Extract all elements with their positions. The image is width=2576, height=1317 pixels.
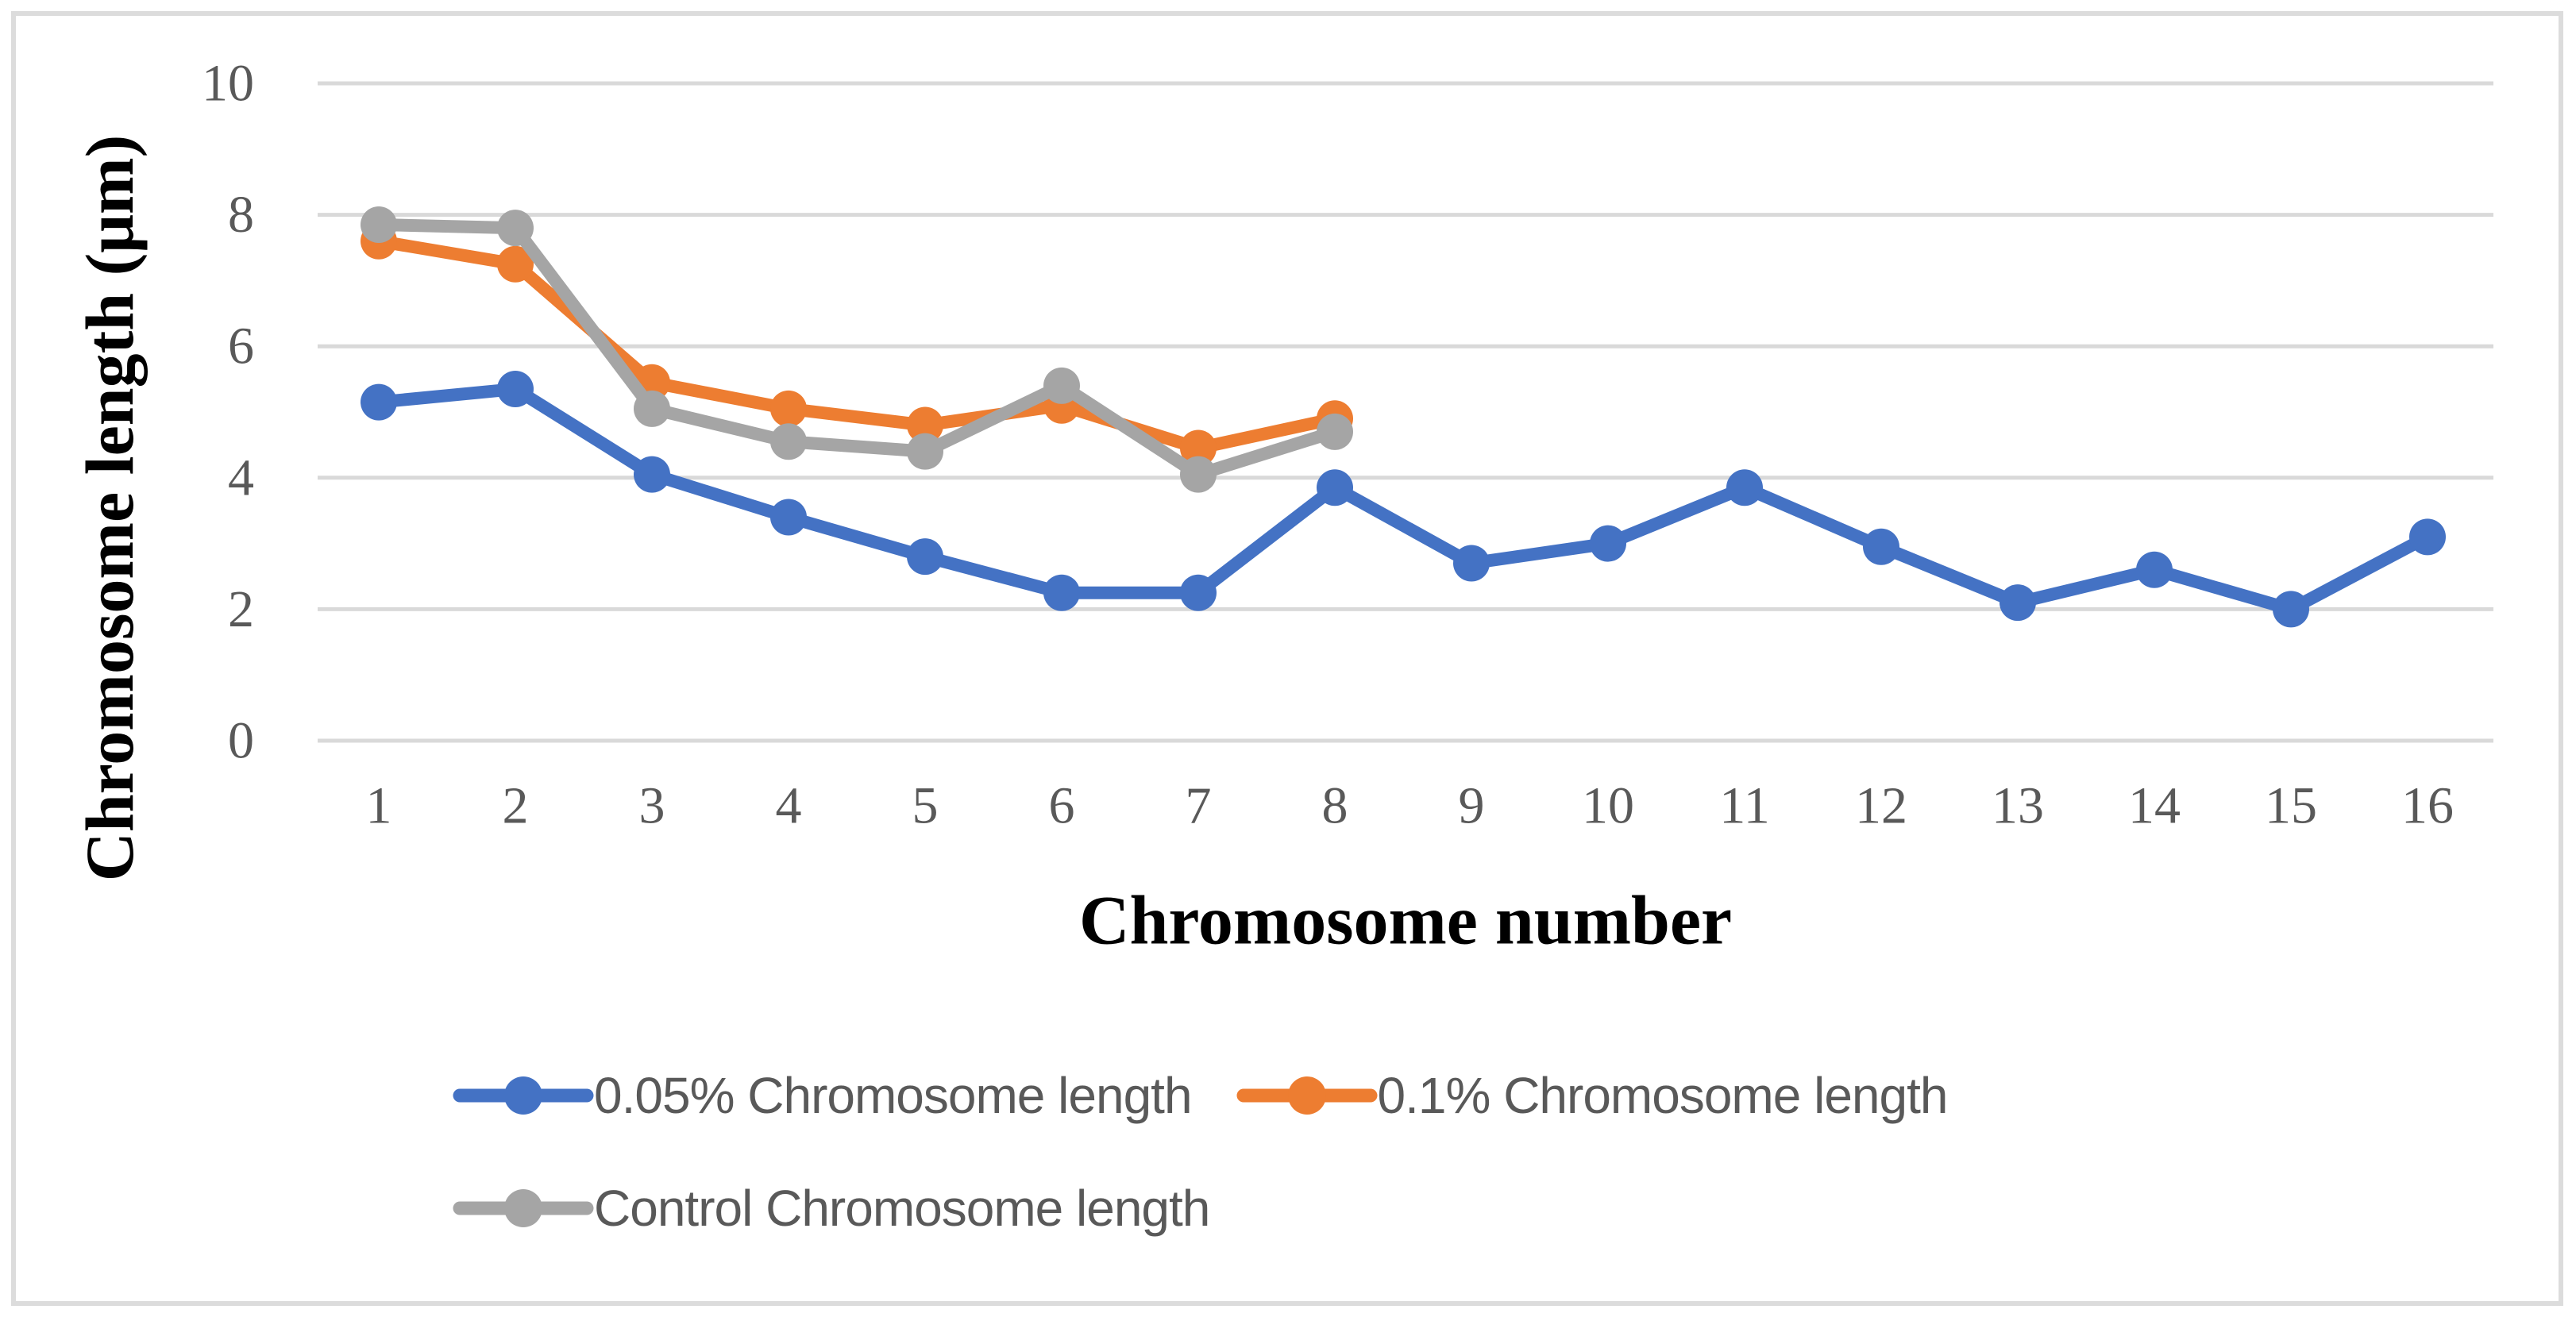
series-marker <box>1317 413 1353 450</box>
legend: Control Chromosome length <box>453 1179 1210 1238</box>
legend-label: 0.1% Chromosome length <box>1377 1067 1949 1124</box>
legend-line-marker-icon <box>453 1076 594 1115</box>
y-tick-label: 10 <box>202 55 254 113</box>
x-tick-label: 7 <box>1186 777 1212 835</box>
series-marker <box>770 499 807 536</box>
x-tick-label: 13 <box>1992 777 2044 835</box>
series-marker <box>497 245 534 283</box>
x-axis-title: Chromosome number <box>1078 882 1733 960</box>
series-line <box>372 383 2434 616</box>
legend-line-marker-icon <box>1236 1076 1378 1115</box>
y-tick-label: 8 <box>228 186 254 244</box>
series-marker <box>2136 551 2173 588</box>
series-marker <box>361 206 397 244</box>
series-marker <box>1453 545 1490 582</box>
series-marker <box>2409 518 2446 556</box>
x-tick-label: 12 <box>1855 777 1907 835</box>
series-marker <box>1863 528 1899 565</box>
legend-item-control: Control Chromosome length <box>453 1179 1210 1238</box>
series-marker <box>907 433 943 470</box>
series-marker <box>1180 574 1217 611</box>
series-marker <box>2273 591 2309 628</box>
series-marker <box>770 390 807 427</box>
series-marker <box>634 390 670 427</box>
y-tick-label: 6 <box>228 318 254 375</box>
series-marker <box>1043 574 1080 611</box>
y-axis-title: Chromosome length (μm) <box>71 134 148 882</box>
legend-line-marker-icon <box>453 1189 594 1227</box>
series-line <box>372 218 1341 481</box>
x-tick-label: 10 <box>1582 777 1634 835</box>
series-line <box>372 234 1341 455</box>
legend-label: Control Chromosome length <box>594 1180 1210 1237</box>
series-marker <box>497 371 534 408</box>
series-marker <box>907 538 943 576</box>
series-marker <box>1043 367 1080 404</box>
series-marker <box>1726 469 1763 506</box>
x-tick-label: 16 <box>2401 777 2454 835</box>
x-tick-label: 2 <box>503 777 529 835</box>
legend-item-0.1pct: 0.1% Chromosome length <box>1236 1066 1948 1125</box>
x-tick-label: 9 <box>1459 777 1485 835</box>
x-tick-label: 14 <box>2128 777 2181 835</box>
series-marker <box>1317 469 1353 506</box>
x-tick-label: 15 <box>2265 777 2317 835</box>
x-tick-label: 4 <box>776 777 802 835</box>
y-tick-label: 2 <box>228 580 254 638</box>
series-marker <box>1999 584 2036 622</box>
y-tick-label: 0 <box>228 712 254 770</box>
x-tick-label: 1 <box>366 777 392 835</box>
series-marker <box>1590 525 1626 562</box>
series-marker <box>634 456 670 493</box>
legend-label: 0.05% Chromosome length <box>594 1067 1193 1124</box>
x-tick-label: 5 <box>912 777 939 835</box>
x-tick-label: 6 <box>1049 777 1075 835</box>
y-tick-label: 4 <box>228 449 254 506</box>
series-marker <box>1180 456 1217 493</box>
x-tick-label: 8 <box>1322 777 1348 835</box>
x-tick-label: 11 <box>1719 777 1770 835</box>
series-marker <box>770 423 807 460</box>
series-marker <box>497 210 534 247</box>
series-marker <box>1180 429 1217 467</box>
x-tick-label: 3 <box>639 777 665 835</box>
series-marker <box>361 383 397 421</box>
series-marker <box>907 406 943 444</box>
legend-item-0.05pct: 0.05% Chromosome length <box>453 1066 1193 1125</box>
legend: 0.05% Chromosome length 0.1% Chromosome … <box>453 1066 1948 1125</box>
